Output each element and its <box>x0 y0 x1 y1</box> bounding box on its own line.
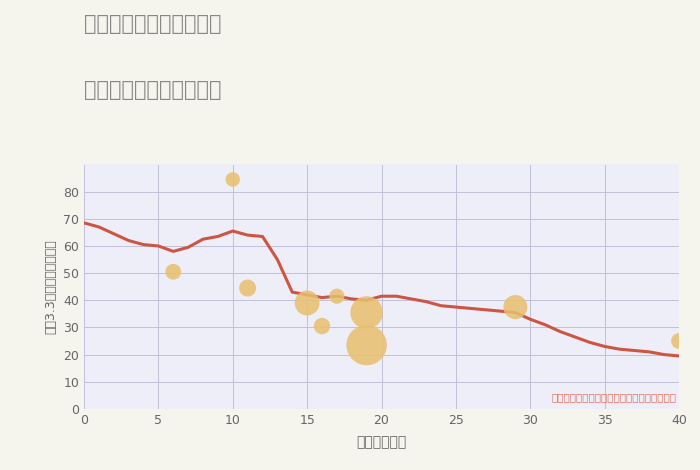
Y-axis label: 坪（3.3㎡）単価（万円）: 坪（3.3㎡）単価（万円） <box>45 239 57 334</box>
Text: 円の大きさは、取引のあった物件面積を示す: 円の大きさは、取引のあった物件面積を示す <box>551 392 676 402</box>
Point <box>242 284 253 292</box>
Point <box>331 292 342 300</box>
Text: 兵庫県西宮市名塩山荘の: 兵庫県西宮市名塩山荘の <box>84 14 221 34</box>
Point <box>673 337 685 345</box>
Text: 築年数別中古戸建て価格: 築年数別中古戸建て価格 <box>84 80 221 100</box>
X-axis label: 築年数（年）: 築年数（年） <box>356 435 407 449</box>
Point <box>361 309 372 316</box>
Point <box>316 322 328 330</box>
Point <box>227 176 238 183</box>
Point <box>168 268 179 275</box>
Point <box>361 341 372 349</box>
Point <box>302 299 313 307</box>
Point <box>510 303 521 311</box>
